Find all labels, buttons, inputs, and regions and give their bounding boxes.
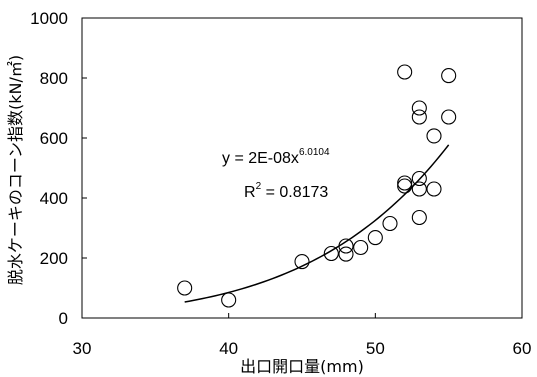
y-tick-label: 0 xyxy=(59,309,68,328)
data-point xyxy=(382,215,398,232)
data-point xyxy=(338,238,354,254)
r2-superscript: 2 xyxy=(256,181,262,192)
x-tick-label: 30 xyxy=(73,339,92,358)
data-point xyxy=(367,230,383,246)
x-axis-ticks: 30 40 50 60 xyxy=(73,313,532,358)
x-tick-label: 50 xyxy=(366,339,385,358)
y-tick-label: 600 xyxy=(40,129,68,148)
data-point xyxy=(411,109,427,125)
data-points xyxy=(177,64,457,308)
data-point xyxy=(177,280,193,296)
r2-prefix: R xyxy=(244,184,256,201)
data-point xyxy=(397,64,413,80)
r-squared: R2 = 0.8173 xyxy=(244,181,328,201)
data-point xyxy=(441,68,457,84)
data-point xyxy=(397,175,413,191)
data-point xyxy=(411,170,427,187)
y-tick-label: 1000 xyxy=(30,9,68,28)
y-axis-title: 脱水ケーキのコーン指数(kN/㎡) xyxy=(6,55,25,285)
data-point xyxy=(426,128,442,144)
data-point xyxy=(323,245,339,262)
x-tick-label: 60 xyxy=(513,339,532,358)
data-point xyxy=(411,181,427,197)
plot-area xyxy=(81,17,523,319)
equation-exponent: 6.0104 xyxy=(299,147,330,158)
data-point xyxy=(411,209,427,226)
x-tick-label: 40 xyxy=(219,339,238,358)
y-tick-label: 800 xyxy=(40,69,68,88)
equation-main: y = 2E-08x xyxy=(222,150,299,167)
r2-value: = 0.8173 xyxy=(261,184,328,201)
y-tick-label: 200 xyxy=(40,249,68,268)
data-point xyxy=(294,254,310,270)
data-point xyxy=(411,100,427,116)
data-point xyxy=(426,181,442,197)
data-point xyxy=(221,292,237,308)
y-tick-label: 400 xyxy=(40,189,68,208)
data-point xyxy=(338,246,354,262)
x-axis-title: 出口開口量(mm) xyxy=(240,357,364,376)
y-axis-ticks: 0 200 400 600 800 1000 xyxy=(30,9,87,328)
data-point xyxy=(353,239,369,256)
trendline-equation: y = 2E-08x6.0104 xyxy=(222,147,330,167)
data-point xyxy=(441,109,457,125)
data-point xyxy=(397,178,413,194)
